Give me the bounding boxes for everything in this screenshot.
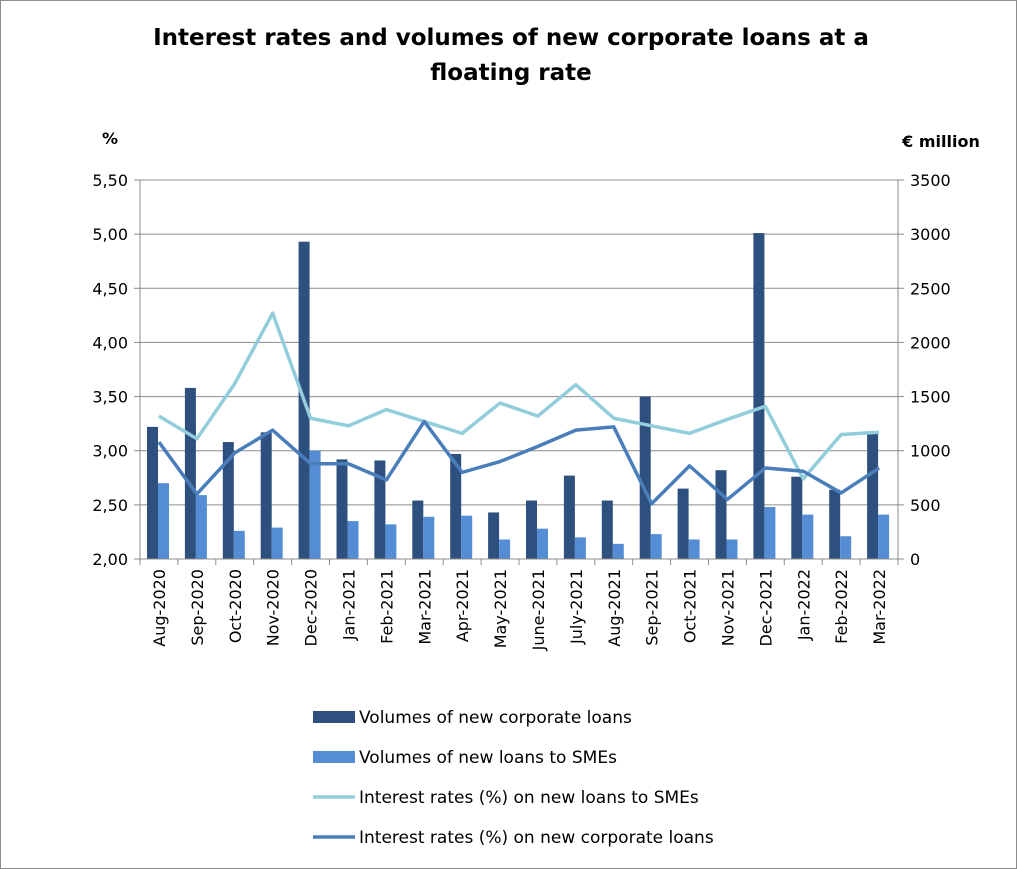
x-axis-category-label: Sep-2020 bbox=[188, 569, 207, 646]
right-axis-tick-label: 2000 bbox=[910, 333, 951, 352]
x-axis-category-label: Dec-2020 bbox=[302, 569, 321, 646]
bar-corporate-loans-volume bbox=[488, 512, 500, 559]
bar-sme-loans-volume bbox=[423, 516, 435, 559]
bar-sme-loans-volume bbox=[612, 543, 624, 559]
bar-corporate-loans-volume bbox=[450, 453, 462, 559]
x-axis-category-label: Mar-2022 bbox=[870, 569, 889, 645]
bar-corporate-loans-volume bbox=[412, 500, 424, 559]
bar-corporate-loans-volume bbox=[639, 396, 651, 559]
bar-corporate-loans-volume bbox=[829, 489, 841, 559]
bar-corporate-loans-volume bbox=[222, 442, 234, 559]
x-axis-category-label: Aug-2020 bbox=[150, 569, 169, 647]
left-axis-unit-label: % bbox=[102, 129, 118, 148]
bar-corporate-loans-volume bbox=[601, 500, 613, 559]
x-axis-category-label: May-2021 bbox=[491, 569, 510, 648]
right-axis-tick-label: 0 bbox=[910, 550, 920, 569]
bar-sme-loans-volume bbox=[309, 450, 321, 559]
bar-corporate-loans-volume bbox=[526, 500, 537, 559]
x-axis-category-label: Oct-2020 bbox=[226, 569, 245, 643]
left-axis-tick-label: 5,00 bbox=[92, 225, 128, 244]
bar-corporate-loans-volume bbox=[147, 426, 158, 559]
bar-corporate-loans-volume bbox=[677, 488, 689, 559]
legend-swatch-bar bbox=[313, 711, 355, 723]
right-axis-tick-label: 2500 bbox=[910, 279, 951, 298]
x-axis-category-label: Nov-2020 bbox=[264, 569, 283, 646]
bar-sme-loans-volume bbox=[461, 515, 473, 559]
x-axis-category-label: Aug-2021 bbox=[605, 569, 624, 647]
right-axis-tick-label: 3500 bbox=[910, 171, 951, 190]
bar-sme-loans-volume bbox=[499, 539, 511, 559]
bar-sme-loans-volume bbox=[688, 539, 700, 559]
bar-sme-loans-volume bbox=[195, 495, 207, 559]
bar-sme-loans-volume bbox=[574, 537, 586, 559]
chart-title: Interest rates and volumes of new corpor… bbox=[153, 25, 869, 86]
x-axis-category-label: Feb-2022 bbox=[832, 569, 851, 644]
bar-sme-loans-volume bbox=[347, 521, 359, 559]
x-axis-category-label: Dec-2021 bbox=[756, 569, 775, 646]
bar-sme-loans-volume bbox=[726, 539, 738, 559]
left-axis-tick-label: 2,00 bbox=[92, 550, 128, 569]
x-axis-category-label: Sep-2021 bbox=[643, 569, 662, 646]
x-axis-category-label: Mar-2021 bbox=[415, 569, 434, 645]
legend-label: Volumes of new corporate loans bbox=[359, 708, 632, 728]
left-axis-tick-label: 4,50 bbox=[92, 279, 128, 298]
bar-sme-loans-volume bbox=[878, 514, 890, 559]
legend-label: Interest rates (%) on new loans to SMEs bbox=[359, 788, 699, 808]
axes: 2,00 0 2,50 500 3,00 1000 3,50 1500 4,00 2000 4,50… bbox=[92, 171, 950, 651]
line-corporate-interest-rate bbox=[157, 419, 881, 506]
bar-sme-loans-volume bbox=[385, 524, 397, 559]
legend-label: Volumes of new loans to SMEs bbox=[359, 748, 617, 768]
right-axis-unit-label: € million bbox=[901, 132, 980, 151]
bar-sme-loans-volume bbox=[537, 528, 548, 559]
bar-corporate-loans-volume bbox=[791, 476, 803, 559]
x-axis-category-label: Jan-2021 bbox=[339, 569, 358, 641]
x-axis-category-label: June-2021 bbox=[529, 569, 548, 651]
legend-swatch-bar bbox=[313, 751, 355, 763]
x-axis-category-label: July-2021 bbox=[567, 569, 586, 645]
bars bbox=[147, 233, 890, 560]
bar-sme-loans-volume bbox=[650, 534, 662, 559]
legend-label: Interest rates (%) on new corporate loan… bbox=[359, 828, 714, 848]
left-axis-tick-label: 3,00 bbox=[92, 442, 128, 461]
bar-corporate-loans-volume bbox=[715, 470, 727, 559]
bar-sme-loans-volume bbox=[271, 527, 283, 559]
x-axis-category-label: Jan-2022 bbox=[794, 569, 813, 641]
x-axis-category-label: Feb-2021 bbox=[377, 569, 396, 644]
rate-lines bbox=[157, 311, 881, 506]
x-axis-category-label: Nov-2021 bbox=[718, 569, 737, 646]
bar-corporate-loans-volume bbox=[374, 460, 386, 559]
bar-sme-loans-volume bbox=[840, 536, 852, 559]
left-axis-tick-label: 2,50 bbox=[92, 496, 128, 515]
gridlines bbox=[140, 179, 898, 506]
bar-sme-loans-volume bbox=[802, 514, 814, 559]
bar-corporate-loans-volume bbox=[184, 387, 196, 559]
bar-corporate-loans-volume bbox=[753, 233, 765, 559]
line-sme-interest-rate bbox=[158, 311, 880, 481]
bar-corporate-loans-volume bbox=[336, 459, 348, 559]
x-axis-category-label: Apr-2021 bbox=[453, 569, 472, 642]
left-axis-tick-label: 3,50 bbox=[92, 388, 128, 407]
bar-corporate-loans-volume bbox=[563, 475, 575, 559]
right-axis-tick-label: 1000 bbox=[910, 442, 951, 461]
bar-corporate-loans-volume bbox=[260, 432, 272, 559]
x-axis-category-label: Oct-2021 bbox=[681, 569, 700, 643]
bar-sme-loans-volume bbox=[764, 507, 776, 559]
right-axis-tick-label: 500 bbox=[910, 496, 941, 515]
legend: Volumes of new corporate loans Volumes of… bbox=[313, 708, 714, 848]
right-axis-tick-label: 3000 bbox=[910, 225, 951, 244]
bar-sme-loans-volume bbox=[233, 530, 245, 559]
left-axis-tick-label: 4,00 bbox=[92, 333, 128, 352]
right-axis-tick-label: 1500 bbox=[910, 388, 951, 407]
left-axis-tick-label: 5,50 bbox=[92, 171, 128, 190]
bar-corporate-loans-volume bbox=[867, 432, 879, 559]
bar-sme-loans-volume bbox=[158, 483, 169, 559]
